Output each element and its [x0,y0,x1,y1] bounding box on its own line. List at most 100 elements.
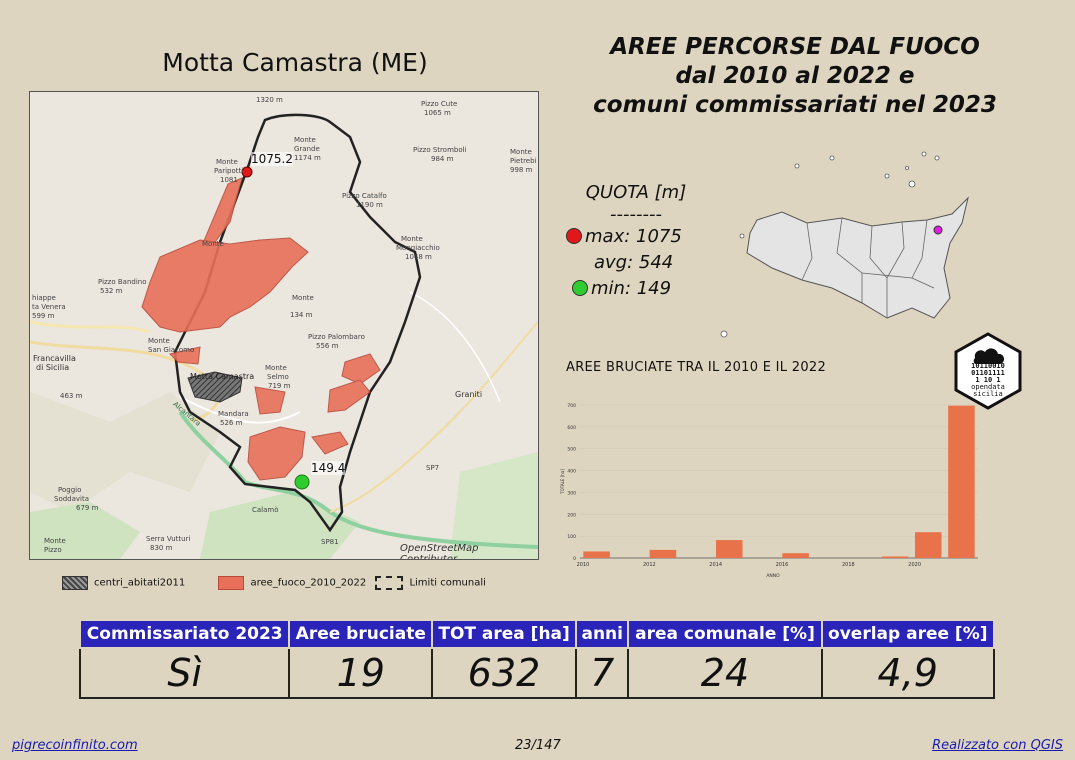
quota-avg: avg: 544 [594,252,674,273]
map-label: Motta Camastra [190,372,255,381]
main-title-line-1: AREE PERCORSE DAL FUOCO [610,34,980,60]
quota-title: QUOTA [m] [585,182,687,203]
municipality-map[interactable]: 1075.2 149.4 OpenStreetMap Contributor 1… [29,91,539,560]
x-axis-label: ANNO [766,573,780,579]
sicily-locator-map [712,148,982,348]
map-canvas [30,92,538,559]
map-legend: centri_abitati2011 aree_fuoco_2010_2022 … [62,576,486,590]
map-label: 532 m [100,287,123,295]
map-label: Monte [216,158,238,166]
map-label: 1320 m [256,96,283,104]
max-marker [241,166,253,178]
settlement-area [187,371,243,403]
map-label: Calamò [252,506,279,514]
burned-areas-chart: 0 100 200 300 400 500 600 700 2010 2012 2014 2016 20… [560,395,990,585]
boundary-swatch-icon [375,576,404,590]
footer-qgis-link[interactable]: Realizzato con QGIS [932,738,1063,753]
y-tick-label: 600 [567,425,576,431]
bar [881,556,909,558]
min-marker [294,474,310,490]
x-tick-label: 2012 [643,562,656,568]
map-label: Pizzo Bandino [98,278,147,286]
map-label: Soddavita [54,495,90,503]
map-label: 599 m [32,312,55,320]
table-header: Aree bruciate [288,619,434,649]
logo-line: 1 10 1 [975,376,1001,384]
table-row: Sì 19 632 7 24 4,9 [78,647,996,699]
x-tick-label: 2010 [577,562,590,568]
chart-svg: 0 100 200 300 400 500 600 700 2010 2012 2014 2016 20… [560,403,978,579]
map-label: Francavilla [33,354,76,363]
table-cell: 7 [575,647,630,699]
map-label: Pizzo Stromboli [413,146,467,154]
map-label: 679 m [76,504,99,512]
y-tick-label: 700 [567,403,576,409]
map-label: Pizzo Catalfo [342,192,387,200]
y-tick-label: 0 [573,556,576,562]
table-header: anni [575,619,630,649]
map-label: Grande [294,145,320,153]
map-label: 984 m [431,155,454,163]
map-label: Monte [202,240,224,248]
map-label: Monte [44,537,66,545]
woodland-area [200,492,360,559]
bar [782,553,809,558]
x-tick-label: 2018 [842,562,855,568]
bar [583,551,610,558]
place-title: Motta Camastra (ME) [162,48,428,77]
map-label: Selmo [267,373,289,381]
max-label: 1075.2 [251,152,293,166]
map-label: Mongiacchio [396,244,440,252]
bar [715,540,743,558]
y-axis-label: TOTALE [ha] [560,469,565,495]
table-header: Commissariato 2023 [78,619,291,649]
logo-line: 01101111 [971,369,1005,377]
map-label: Pizzo Palombaro [308,333,365,341]
x-tick-label: 2014 [709,562,722,568]
table-cell: Sì [78,647,291,699]
logo-line: 10110010 [971,362,1005,370]
quota-max-row: max: 1075 [566,224,706,250]
logo-line: sicilia [973,390,1003,398]
map-label: 1081 [220,176,238,184]
legend-label-boundary: Limiti comunali [409,577,486,589]
map-label: 1174 m [294,154,321,162]
quota-min: min: 149 [591,278,672,299]
location-marker [933,225,943,235]
quota-max: max: 1075 [585,226,682,247]
map-label: Pietrebi [510,157,537,165]
table-header: overlap aree [%] [820,619,996,649]
table-header: area comunale [%] [627,619,823,649]
opendata-sicilia-logo: 10110010 01101111 1 10 1 opendata sicili… [953,332,1023,410]
y-tick-label: 100 [567,534,576,540]
map-label: ta Venera [32,303,66,311]
table-cell: 24 [627,647,823,699]
map-label: Monte [265,364,287,372]
map-label: 1190 m [356,201,383,209]
map-label: Mandara [218,410,249,418]
max-dot-icon [566,228,582,244]
bar [649,549,677,558]
table-cell: 19 [288,647,434,699]
map-label: 719 m [268,382,291,390]
settlement-swatch-icon [62,576,88,590]
table-header-row: Commissariato 2023 Aree bruciate TOT are… [78,619,996,649]
min-label: 149.4 [311,461,346,475]
map-label: 526 m [220,419,243,427]
map-label: Graniti [455,390,483,399]
main-title-line-3: comuni commissariati nel 2023 [593,92,997,118]
map-label: Poggio [58,486,82,494]
map-label: 1065 m [424,109,451,117]
table-header: TOT area [ha] [431,619,578,649]
map-label: SP7 [426,464,440,472]
map-label: 998 m [510,166,533,174]
chart-title: AREE BRUCIATE TRA IL 2010 E IL 2022 [566,360,827,375]
map-label: di Sicilia [36,363,70,372]
x-tick-label: 2020 [908,562,921,568]
legend-label-settlements: centri_abitati2011 [94,577,186,589]
legend-label-burned: aree_fuoco_2010_2022 [250,577,367,589]
table-cell: 632 [431,647,578,699]
burned-swatch-icon [218,576,245,590]
footer-site-link[interactable]: pigrecoinfinito.com [12,738,138,753]
woodland-area [450,452,538,559]
